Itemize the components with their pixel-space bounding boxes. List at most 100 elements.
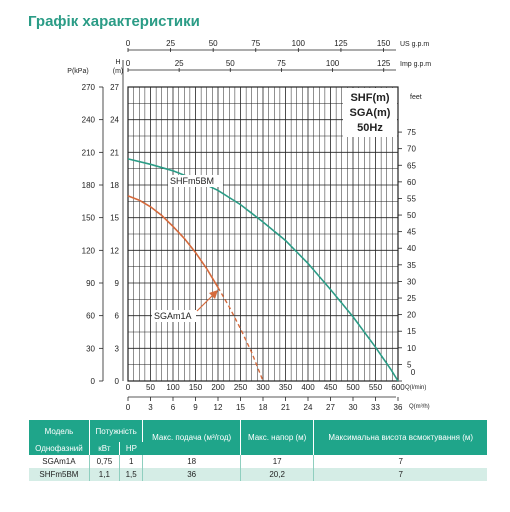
m3h-tick-label: 30 (349, 403, 358, 412)
kpa-tick-label: 150 (82, 214, 96, 223)
m3h-tick-label: 36 (394, 403, 403, 412)
imp-gpm-tick-label: 100 (326, 59, 340, 68)
cell-head: 20,2 (240, 468, 315, 481)
imp-gpm-tick-label: 125 (377, 59, 391, 68)
m-tick-label: 24 (110, 116, 119, 125)
feet-tick-label: 10 (407, 344, 416, 353)
header-model: Модель (29, 420, 90, 442)
us-gpm-tick-label: 50 (209, 39, 218, 48)
chart-badge-line: SGA(m) (350, 107, 391, 119)
m3h-tick-label: 27 (326, 403, 335, 412)
m3h-tick-label: 9 (193, 403, 198, 412)
lmin-axis-label: Q(l/min) (405, 385, 426, 391)
shfm5bm-label: SHFm5BM (170, 176, 214, 186)
cell-model: SHFm5BM (29, 468, 90, 481)
imp-gpm-tick-label: 50 (226, 59, 235, 68)
us-gpm-tick-label: 125 (334, 39, 348, 48)
cell-model: SGAm1A (29, 455, 90, 468)
kpa-tick-label: 240 (82, 116, 96, 125)
lmin-tick-label: 50 (146, 383, 155, 392)
lmin-tick-label: 400 (301, 383, 315, 392)
spec-table: Модель Потужність Макс. подача (м³/год) … (29, 420, 487, 481)
lmin-tick-label: 550 (369, 383, 383, 392)
us-gpm-tick-label: 75 (251, 39, 260, 48)
m3h-tick-label: 33 (371, 403, 380, 412)
lmin-tick-label: 200 (211, 383, 225, 392)
shfm5bm-label-bg (168, 175, 223, 187)
m-tick-label: 12 (110, 246, 119, 255)
sgam1a-pointer-arrow (209, 290, 218, 299)
cell-flow: 36 (142, 468, 241, 481)
m-tick-label: 3 (115, 344, 120, 353)
m-tick-label: 6 (115, 312, 120, 321)
imp-gpm-tick-label: 0 (126, 59, 131, 68)
us-gpm-tick-label: 150 (377, 39, 391, 48)
sgam1a-label-bg (152, 310, 196, 322)
m-tick-label: 0 (115, 377, 120, 386)
badge-background (343, 88, 397, 137)
cell-flow: 18 (142, 455, 241, 468)
m-tick-label: 27 (110, 83, 119, 92)
feet-tick-label: 25 (407, 294, 416, 303)
table-row: SHFm5BM 1,1 1,5 36 20,2 7 (29, 468, 487, 481)
cell-head: 17 (240, 455, 315, 468)
m3h-tick-label: 6 (171, 403, 176, 412)
m3h-tick-label: 0 (126, 403, 131, 412)
sgam1a-label: SGAm1A (154, 311, 192, 321)
subheader-single-phase: Однофазний (29, 442, 90, 455)
lmin-tick-label: 500 (346, 383, 360, 392)
lmin-tick-label: 250 (234, 383, 248, 392)
m3h-tick-label: 12 (214, 403, 223, 412)
performance-chart: 0306090120150180210240270036912151821242… (67, 39, 431, 412)
feet-axis-label: feet (410, 94, 422, 101)
m3h-axis-label: Q(m³/h) (409, 404, 430, 410)
kpa-tick-label: 90 (86, 279, 95, 288)
page-title: Графік характеристики (28, 13, 200, 30)
m3h-tick-label: 21 (281, 403, 290, 412)
lmin-tick-label: 0 (126, 383, 131, 392)
cell-kw: 1,1 (89, 468, 120, 481)
sgam1a-curve-dashed (217, 287, 264, 382)
m-tick-label: 21 (110, 148, 119, 157)
feet-tick-label: 70 (407, 145, 416, 154)
us-gpm-axis-label: US g.p.m (400, 41, 429, 48)
imp-gpm-axis-label: Imp g.p.m (400, 61, 431, 68)
header-max-head: Макс. напор (м) (240, 420, 315, 455)
feet-tick-label: 55 (407, 194, 416, 203)
feet-tick-label: 50 (407, 211, 416, 220)
m3h-tick-label: 3 (148, 403, 153, 412)
feet-tick-label: 0 (411, 368, 416, 377)
kpa-tick-label: 0 (91, 377, 96, 386)
kpa-tick-label: 30 (86, 344, 95, 353)
m-axis-unit: (m) (113, 68, 124, 75)
chart-badge-line: 50Hz (357, 122, 383, 134)
m-axis-label: H (115, 59, 120, 66)
kpa-tick-label: 210 (82, 148, 96, 157)
m-tick-label: 15 (110, 214, 119, 223)
lmin-tick-label: 100 (166, 383, 180, 392)
header-max-flow: Макс. подача (м³/год) (142, 420, 241, 455)
feet-tick-label: 35 (407, 261, 416, 270)
imp-gpm-tick-label: 25 (175, 59, 184, 68)
table-row: SGAm1A 0,75 1 18 17 7 (29, 455, 487, 468)
lmin-tick-label: 300 (256, 383, 270, 392)
lmin-tick-label: 600 (391, 383, 405, 392)
feet-tick-label: 5 (407, 360, 412, 369)
feet-tick-label: 60 (407, 178, 416, 187)
imp-gpm-tick-label: 75 (277, 59, 286, 68)
header-power: Потужність (89, 420, 144, 442)
m3h-tick-label: 18 (259, 403, 268, 412)
feet-tick-label: 30 (407, 277, 416, 286)
us-gpm-tick-label: 0 (126, 39, 131, 48)
kpa-tick-label: 60 (86, 312, 95, 321)
subheader-kw: кВт (89, 442, 120, 455)
lmin-tick-label: 150 (189, 383, 203, 392)
chart-badge-line: SHF(m) (350, 92, 389, 104)
header-suction: Максимальна висота всмоктування (м) (313, 420, 487, 455)
feet-tick-label: 20 (407, 311, 416, 320)
us-gpm-tick-label: 100 (292, 39, 306, 48)
kpa-tick-label: 120 (82, 246, 96, 255)
feet-tick-label: 15 (407, 327, 416, 336)
m3h-tick-label: 15 (236, 403, 245, 412)
sgam1a-label-pointer (196, 293, 215, 312)
